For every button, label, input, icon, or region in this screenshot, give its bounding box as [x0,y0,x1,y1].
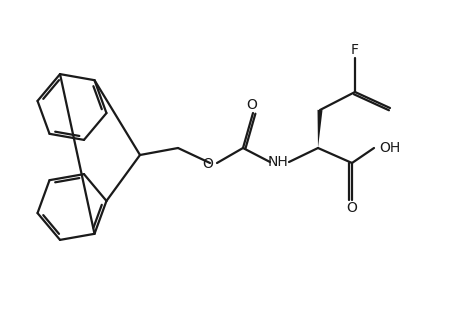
Text: NH: NH [268,155,288,169]
Polygon shape [318,110,322,148]
Text: OH: OH [379,141,401,155]
Text: F: F [351,43,359,57]
Text: O: O [346,201,357,215]
Text: O: O [202,157,213,171]
Text: O: O [246,98,257,112]
